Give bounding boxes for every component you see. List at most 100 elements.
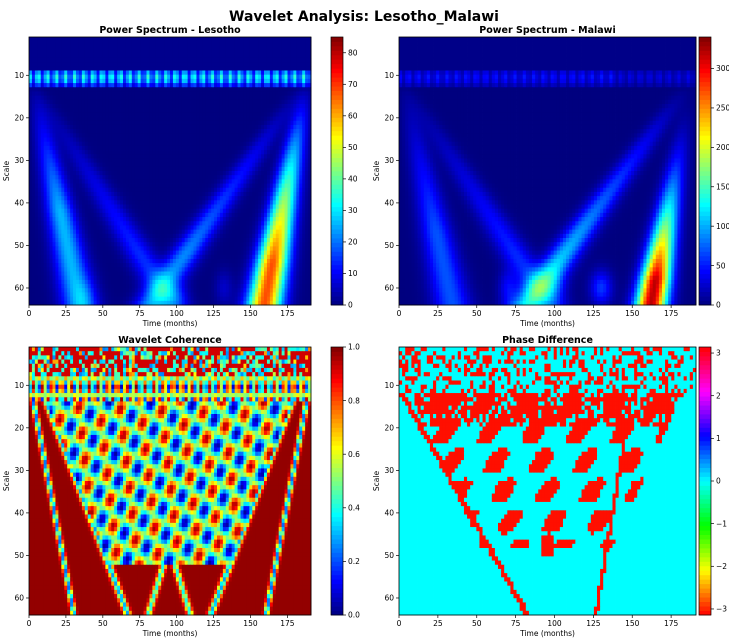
heatmap-cell [184,242,189,247]
heatmap-cell [199,217,203,222]
heatmap-cell [64,137,68,143]
heatmap-cell [123,208,127,214]
heatmap-cell [164,150,168,155]
heatmap-cell [114,45,118,50]
heatmap-cell [70,145,74,151]
heatmap-cell [43,87,48,92]
heatmap-cell [78,45,83,50]
heatmap-cell [49,162,53,168]
heatmap-cell [202,217,206,222]
heatmap-cell [272,133,277,138]
heatmap-cell [278,104,283,109]
heatmap-cell [170,78,174,84]
heatmap-cell [117,57,121,63]
heatmap-cell [164,87,168,92]
heatmap-cell [246,129,250,134]
heatmap-cell [217,191,221,197]
heatmap-cell [222,41,227,46]
heatmap-cell [96,225,100,231]
heatmap-cell [290,137,294,143]
heatmap-cell [205,116,209,122]
heatmap-cell [64,116,68,122]
heatmap-cell [275,200,280,205]
heatmap-cell [202,133,206,138]
heatmap-cell [128,74,133,80]
heatmap-cell [219,70,224,76]
heatmap-cell [199,83,203,88]
heatmap-cell [308,99,312,105]
heatmap-cell [117,250,121,256]
heatmap-cell [128,233,133,239]
heatmap-cell [219,238,224,243]
heatmap-cell [228,242,233,247]
heatmap-cell [278,108,283,113]
heatmap-cell [184,246,189,251]
heatmap-cell [131,212,136,218]
heatmap-cell [55,37,59,42]
heatmap-cell [296,57,300,63]
heatmap-cell [264,78,268,84]
heatmap-cell [222,133,227,138]
heatmap-cell [293,208,297,214]
heatmap-cell [61,78,65,84]
heatmap-cell [87,158,92,164]
heatmap-cell [308,221,312,226]
heatmap-cell [184,83,189,88]
heatmap-cell [231,66,236,71]
heatmap-cell [269,221,274,226]
heatmap-cell [190,104,194,109]
heatmap-cell [49,175,53,180]
heatmap-cell [93,91,97,97]
heatmap-cell [187,74,191,80]
heatmap-cell [293,166,297,172]
heatmap-cell [175,212,180,218]
heatmap-cell [208,37,212,42]
heatmap-cell [152,53,156,59]
heatmap-cell [146,78,150,84]
heatmap-cell [272,45,277,50]
heatmap-cell [178,112,183,117]
heatmap-cell [190,145,194,151]
heatmap-cell [172,187,177,193]
heatmap-cell [240,133,244,138]
heatmap-cell [261,70,265,76]
heatmap-cell [128,246,133,251]
heatmap-cell [187,212,191,218]
heatmap-cell [175,179,180,184]
heatmap-cell [258,145,262,151]
heatmap-cell [202,129,206,134]
heatmap-cell [123,41,127,46]
heatmap-cell [37,250,42,256]
heatmap-cell [90,145,95,151]
heatmap-cell [281,212,285,218]
heatmap-cell [246,179,250,184]
heatmap-cell [217,171,221,176]
heatmap-cell [264,162,268,168]
heatmap-cell [134,175,139,180]
heatmap-cell [243,87,247,92]
heatmap-cell [284,53,288,59]
heatmap-cell [264,104,268,109]
heatmap-cell [102,70,106,76]
heatmap-cell [164,57,168,63]
heatmap-cell [287,74,291,80]
heatmap-cell [187,137,191,143]
heatmap-cell [134,217,139,222]
heatmap-cell [58,91,62,97]
heatmap-cell [108,78,112,84]
heatmap-cell [205,212,209,218]
heatmap-cell [31,87,36,92]
heatmap-cell [102,150,106,155]
heatmap-cell [261,183,265,189]
heatmap-cell [264,150,268,155]
heatmap-cell [252,99,256,105]
heatmap-cell [149,57,153,63]
heatmap-cell [40,87,45,92]
heatmap-cell [246,57,250,63]
heatmap-cell [217,212,221,218]
heatmap-cell [78,108,83,113]
heatmap-cell [158,108,162,113]
heatmap-cell [199,212,203,218]
heatmap-cell [134,95,139,101]
heatmap-cell [222,179,227,184]
